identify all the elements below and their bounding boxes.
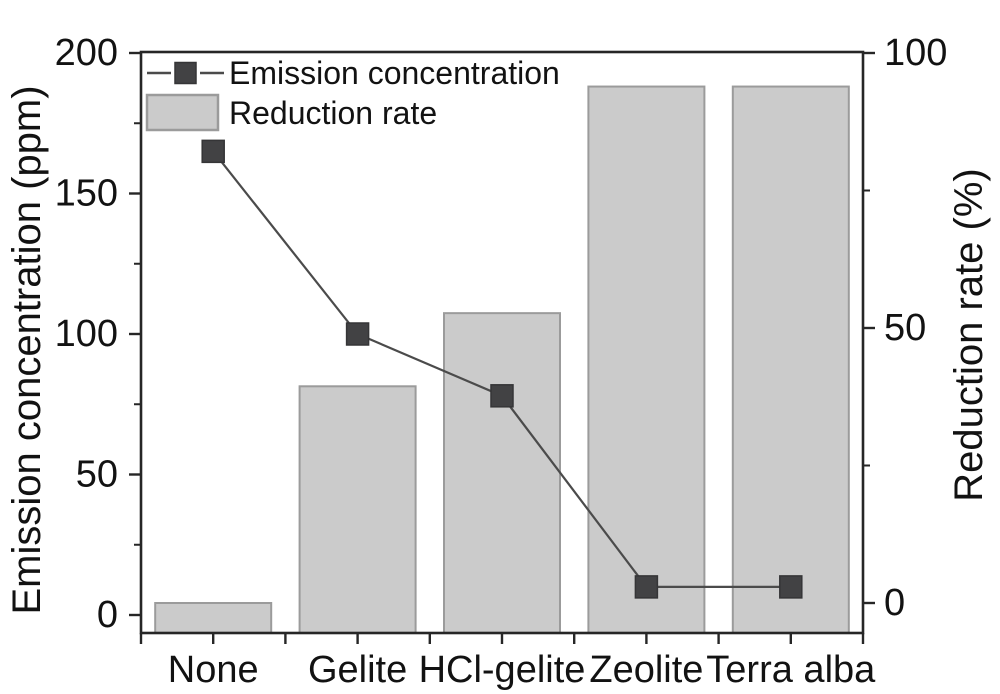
right-tick-label-50: 50 xyxy=(884,307,926,349)
right-axis-title: Reduction rate (%) xyxy=(947,168,991,501)
marker-gelite xyxy=(345,322,370,346)
category-label-terra-alba: Terra alba xyxy=(706,649,876,691)
marker-none xyxy=(201,139,225,164)
right-tick-label-100: 100 xyxy=(884,32,947,74)
bar-hcl-gelite xyxy=(443,312,561,634)
bar-none xyxy=(154,602,273,634)
legend-label-reduction-rate: Reduction rate xyxy=(229,95,437,131)
category-label-none: None xyxy=(168,649,259,691)
bar-gelite xyxy=(298,385,417,634)
category-label-gelite: Gelite xyxy=(308,649,407,691)
legend-square-marker xyxy=(174,61,197,85)
left-tick-label-50: 50 xyxy=(76,454,118,496)
marker-terra-alba xyxy=(779,575,803,599)
legend-bar-swatch xyxy=(145,93,220,132)
right-tick-label-0: 0 xyxy=(884,582,905,624)
left-tick-label-0: 0 xyxy=(97,594,118,636)
marker-zeolite xyxy=(634,575,659,599)
left-axis: 0 50 100 150 200 xyxy=(55,32,141,636)
emission-markers xyxy=(201,139,803,599)
category-label-zeolite: Zeolite xyxy=(589,649,703,691)
left-axis-title: Emission concentration (ppm) xyxy=(5,85,49,614)
bar-series-reduction-rate xyxy=(154,85,850,635)
legend-label-emission-concentration: Emission concentration xyxy=(229,55,560,91)
category-label-hcl-gelite: HCl-gelite xyxy=(419,649,586,691)
marker-hcl-gelite xyxy=(490,384,514,408)
bottom-axis: None Gelite HCl-gelite Zeolite Terra alba xyxy=(139,633,876,691)
bar-zeolite xyxy=(587,85,706,635)
left-tick-label-200: 200 xyxy=(55,32,118,74)
bar-terra-alba xyxy=(731,85,850,635)
left-tick-label-100: 100 xyxy=(55,313,118,355)
right-axis: 0 50 100 xyxy=(863,32,947,624)
left-tick-label-150: 150 xyxy=(55,173,118,215)
legend: Emission concentration Reduction rate xyxy=(145,55,560,132)
